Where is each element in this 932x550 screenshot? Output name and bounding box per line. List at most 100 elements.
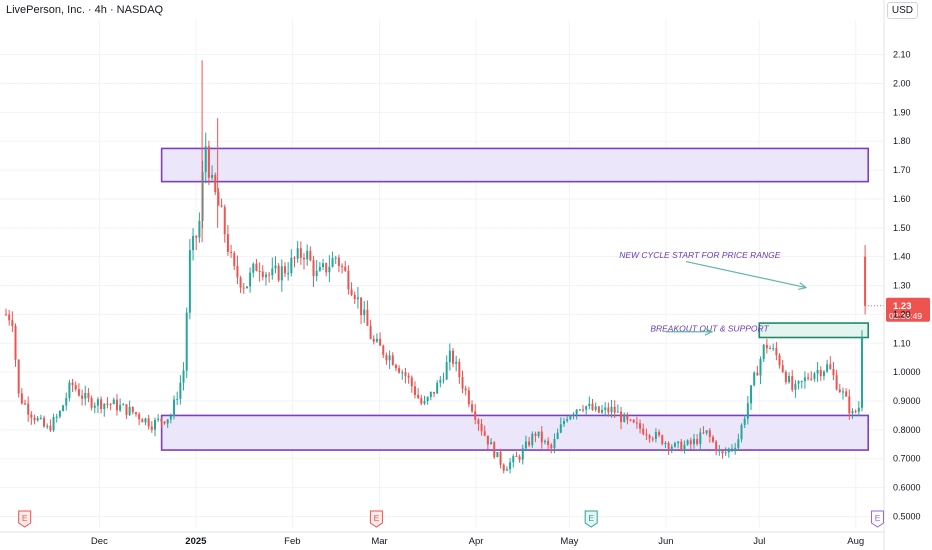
arrow-new-cycle bbox=[685, 261, 807, 289]
price-tick-label: 2.10 bbox=[893, 50, 911, 60]
candle-body bbox=[363, 309, 366, 316]
candle-body bbox=[303, 257, 306, 260]
candle-body bbox=[724, 452, 727, 454]
candle-body bbox=[448, 350, 451, 363]
candle-body bbox=[356, 297, 359, 300]
candle-body bbox=[486, 435, 489, 445]
candle-body bbox=[699, 432, 702, 445]
candle-body bbox=[163, 421, 166, 424]
candle-body bbox=[471, 404, 474, 412]
candle-body bbox=[864, 256, 867, 306]
candle-body bbox=[750, 385, 753, 404]
candle-body bbox=[746, 403, 749, 419]
candle-body bbox=[553, 438, 556, 449]
candle-body bbox=[264, 274, 267, 278]
candle-body bbox=[797, 381, 800, 384]
candle-body bbox=[46, 425, 49, 427]
candle-body bbox=[505, 469, 508, 471]
candle-body bbox=[569, 415, 572, 420]
candle-body bbox=[65, 397, 68, 406]
candle-body bbox=[169, 416, 172, 420]
candle-body bbox=[854, 411, 857, 413]
candle-body bbox=[467, 390, 470, 405]
candle-body bbox=[280, 266, 283, 281]
candle-body bbox=[803, 377, 806, 382]
candle-body bbox=[540, 431, 543, 443]
candle-body bbox=[781, 365, 784, 372]
candle-body bbox=[11, 320, 14, 326]
candle-body bbox=[255, 263, 258, 272]
candle-body bbox=[404, 372, 407, 376]
candle-body bbox=[604, 407, 607, 410]
candle-body bbox=[775, 348, 778, 356]
candle-body bbox=[721, 449, 724, 454]
candle-body bbox=[616, 411, 619, 413]
candle-body bbox=[607, 407, 610, 413]
candle-body bbox=[651, 438, 654, 440]
candle-body bbox=[388, 355, 391, 361]
price-tick-label: 0.5000 bbox=[893, 511, 921, 521]
candle-body bbox=[502, 464, 505, 471]
candle-body bbox=[122, 404, 125, 406]
candle-body bbox=[274, 265, 277, 269]
candle-body bbox=[711, 436, 714, 442]
candle-body bbox=[74, 385, 77, 390]
earnings-marker-label: E bbox=[374, 513, 380, 523]
countdown-label: 02:36:49 bbox=[889, 311, 922, 321]
candle-body bbox=[566, 419, 569, 421]
candle-body bbox=[509, 462, 512, 470]
candle-body bbox=[347, 270, 350, 290]
candle-body bbox=[601, 409, 604, 413]
candle-body bbox=[144, 418, 147, 423]
candle-body bbox=[743, 418, 746, 426]
candle-body bbox=[778, 355, 781, 366]
candle-body bbox=[667, 442, 670, 449]
candle-body bbox=[182, 370, 185, 383]
candle-body bbox=[813, 373, 816, 379]
candle-body bbox=[55, 416, 58, 418]
candle-body bbox=[90, 397, 93, 408]
candle-body bbox=[96, 399, 99, 406]
candle-body bbox=[848, 396, 851, 414]
candle-body bbox=[658, 431, 661, 436]
candle-body bbox=[379, 339, 382, 346]
candle-body bbox=[160, 418, 163, 422]
candle-body bbox=[258, 271, 261, 273]
candle-body bbox=[426, 397, 429, 402]
candle-body bbox=[204, 146, 207, 173]
candle-body bbox=[290, 257, 293, 274]
candle-body bbox=[496, 452, 499, 458]
candle-body bbox=[150, 426, 153, 430]
candle-body bbox=[594, 406, 597, 410]
candle-body bbox=[762, 344, 765, 360]
time-tick-label: Feb bbox=[284, 536, 300, 547]
candle-body bbox=[623, 414, 626, 423]
candle-body bbox=[689, 440, 692, 445]
candle-body bbox=[534, 433, 537, 436]
candle-body bbox=[543, 440, 546, 443]
candle-body bbox=[242, 287, 245, 289]
candle-body bbox=[740, 425, 743, 440]
candle-body bbox=[344, 266, 347, 271]
candle-body bbox=[680, 441, 683, 451]
candle-body bbox=[591, 403, 594, 410]
candle-body bbox=[39, 417, 42, 419]
candle-body bbox=[734, 447, 737, 449]
candle-body bbox=[708, 430, 711, 437]
candle-body bbox=[417, 394, 420, 399]
candle-body bbox=[531, 433, 534, 446]
candle-body bbox=[654, 431, 657, 439]
candle-body bbox=[249, 272, 252, 287]
grid bbox=[0, 20, 884, 528]
candle-body bbox=[192, 236, 195, 251]
candle-body bbox=[334, 257, 337, 259]
candle-body bbox=[58, 411, 61, 417]
candle-body bbox=[829, 364, 832, 369]
candle-body bbox=[93, 405, 96, 408]
candle-body bbox=[677, 441, 680, 444]
candle-body bbox=[138, 414, 141, 420]
currency-button[interactable]: USD bbox=[886, 2, 918, 19]
